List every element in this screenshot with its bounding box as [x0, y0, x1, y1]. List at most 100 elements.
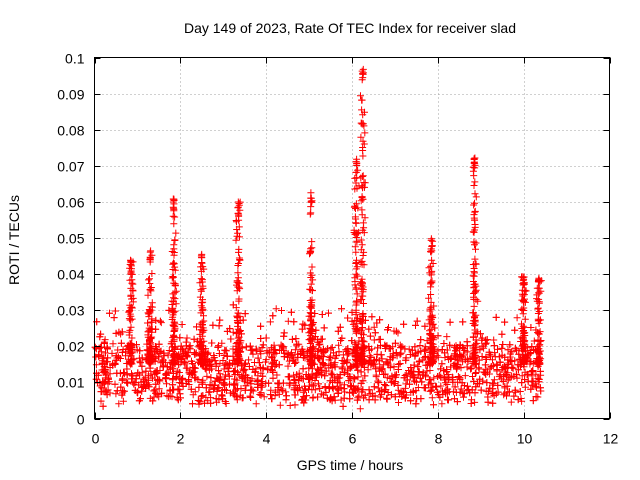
data-point [520, 335, 527, 343]
data-point [453, 398, 461, 406]
data-point [490, 342, 498, 350]
data-point [499, 341, 507, 348]
data-point [307, 326, 315, 334]
data-point [113, 354, 121, 362]
data-point [212, 395, 220, 403]
data-point [171, 213, 179, 221]
data-point [193, 323, 200, 331]
data-point [460, 390, 468, 398]
data-point [315, 341, 323, 349]
data-point [451, 343, 458, 351]
data-point [266, 318, 274, 326]
data-point [428, 256, 436, 264]
data-point [456, 341, 464, 349]
data-point [350, 229, 358, 236]
data-point [157, 319, 165, 327]
data-point [447, 354, 455, 362]
data-point [127, 268, 135, 276]
data-point [162, 374, 170, 382]
data-point [529, 397, 537, 405]
data-point [504, 369, 512, 377]
data-point [170, 260, 178, 268]
data-point [532, 382, 540, 390]
x-tick-label: 6 [349, 431, 357, 447]
data-point [482, 370, 490, 378]
data-point [172, 300, 180, 308]
data-point [156, 317, 164, 325]
data-point [436, 393, 444, 401]
data-point [329, 378, 336, 386]
data-point [469, 333, 477, 341]
data-point [256, 391, 264, 398]
data-point [148, 270, 156, 277]
data-point [199, 392, 207, 400]
data-point [129, 280, 137, 288]
data-point [99, 368, 107, 376]
data-point [169, 357, 177, 365]
data-point [454, 356, 462, 364]
data-point [352, 219, 360, 227]
data-point [314, 365, 321, 373]
data-point [131, 379, 139, 386]
data-point [154, 376, 162, 384]
data-point [359, 377, 367, 385]
data-point [163, 380, 170, 388]
data-point [203, 362, 211, 370]
data-point [430, 401, 437, 409]
data-point [201, 355, 208, 363]
data-points [91, 65, 545, 413]
data-point [210, 354, 218, 362]
y-tick-label: 0.08 [57, 123, 84, 139]
data-point [142, 367, 150, 375]
data-point [498, 351, 506, 359]
data-point [372, 373, 380, 381]
data-point [280, 329, 288, 337]
data-point [440, 340, 448, 347]
data-point [145, 372, 152, 380]
data-point [247, 394, 255, 401]
data-point [127, 312, 135, 320]
data-point [234, 203, 242, 211]
data-point [299, 320, 307, 328]
data-point [220, 365, 228, 373]
data-point [483, 379, 491, 387]
data-point [269, 367, 276, 375]
data-point [271, 388, 279, 396]
data-point [471, 370, 479, 377]
data-point [177, 345, 185, 353]
data-point [472, 193, 480, 201]
data-point [410, 361, 418, 369]
data-point [299, 365, 307, 373]
data-point [291, 391, 299, 399]
data-point [477, 386, 485, 394]
data-point [471, 178, 479, 186]
axis-ticks: 0 2 4 6 8 10 12 0 0.01 0.02 0.03 0.04 0.05 0.06 0.07 0.… [57, 51, 618, 447]
data-point [533, 295, 541, 303]
data-point [233, 226, 241, 233]
data-point [320, 324, 328, 332]
data-point [239, 375, 247, 382]
data-point [288, 352, 296, 360]
data-point [536, 367, 544, 375]
data-point [472, 296, 480, 304]
data-point [411, 343, 419, 351]
data-point [475, 365, 483, 373]
data-point [220, 351, 228, 359]
data-point [494, 345, 501, 353]
data-point [294, 350, 302, 358]
data-point [381, 381, 388, 388]
data-point [233, 329, 241, 337]
data-point [365, 357, 373, 365]
data-point [354, 373, 362, 381]
data-point [108, 349, 116, 357]
data-point [146, 286, 154, 294]
data-point [308, 287, 316, 294]
data-point [358, 173, 366, 180]
data-point [533, 360, 541, 368]
data-point [248, 346, 256, 354]
data-point [134, 389, 142, 397]
data-point [307, 280, 315, 288]
data-point [172, 287, 180, 295]
data-point [150, 387, 158, 395]
data-point [169, 381, 177, 389]
